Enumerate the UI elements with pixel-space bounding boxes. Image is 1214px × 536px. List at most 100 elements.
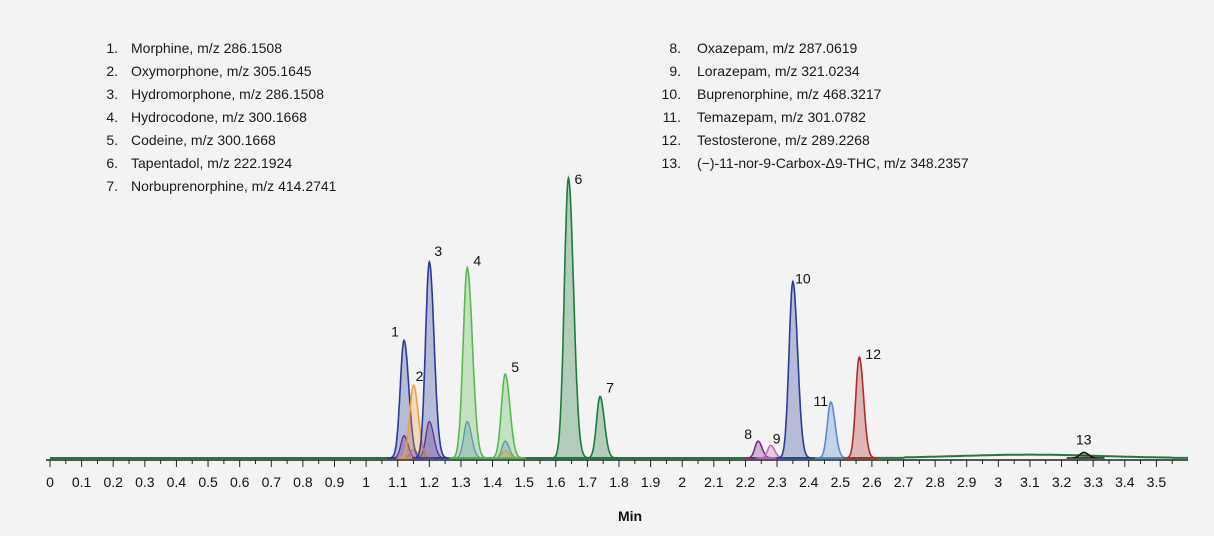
- legend-entry-label: Lorazepam, m/z 321.0234: [697, 63, 860, 79]
- x-tick-label: 0.6: [230, 474, 250, 490]
- x-tick-label: 3.2: [1052, 474, 1072, 490]
- legend-entry: 7. Norbuprenorphine, m/z 414.2741: [106, 178, 336, 194]
- peak-4: [448, 265, 490, 459]
- x-tick-label: 1.4: [483, 474, 503, 490]
- peak-5: [488, 372, 527, 459]
- legend-entry-number: 1.: [106, 40, 118, 56]
- x-tick-label: 0.3: [135, 474, 155, 490]
- legend-entry-number: 9.: [669, 63, 681, 79]
- x-tick-label: 3.4: [1115, 474, 1135, 490]
- x-axis: 0 0.1 0.2 0.3 0.4 0.5 0.6 0.7 0.8 0.9 1 1.1 1.2 1.3 1.…: [46, 459, 1188, 490]
- peak-label: 8: [744, 426, 752, 442]
- legend-entry-number: 3.: [106, 86, 118, 102]
- peak-label: 11: [814, 393, 829, 409]
- x-tick-label: 3.1: [1020, 474, 1040, 490]
- legend-entry-number: 10.: [662, 86, 681, 102]
- legend-entry: 10. Buprenorphine, m/z 468.3217: [662, 86, 882, 102]
- peak-7: [584, 395, 620, 459]
- x-tick-label: 2.8: [925, 474, 945, 490]
- legend-entry-number: 4.: [106, 109, 118, 125]
- x-tick-label: 1.2: [420, 474, 440, 490]
- legend-entry-label: Oxymorphone, m/z 305.1645: [131, 63, 312, 79]
- x-tick-label: 2.3: [767, 474, 787, 490]
- peak-label: 3: [434, 243, 442, 259]
- x-tick-label: 2.5: [831, 474, 851, 490]
- legend-entry-number: 7.: [106, 178, 118, 194]
- x-tick-label: 2.7: [894, 474, 914, 490]
- peak-1: [387, 338, 425, 459]
- peak-13: [1066, 451, 1105, 459]
- x-tick-label: 3.3: [1083, 474, 1103, 490]
- legend-entry-number: 5.: [106, 132, 118, 148]
- x-tick-label: 2.6: [862, 474, 882, 490]
- x-tick-label: 1.5: [514, 474, 534, 490]
- x-tick-label: 0.7: [262, 474, 282, 490]
- x-tick-label: 1.7: [578, 474, 598, 490]
- legend-entry: 1. Morphine, m/z 286.1508: [106, 40, 282, 56]
- legend-entry: 4. Hydrocodone, m/z 300.1668: [106, 109, 307, 125]
- peak-12: [843, 355, 879, 459]
- x-tick-label: 1.8: [609, 474, 629, 490]
- legend-entry: 3. Hydromorphone, m/z 286.1508: [106, 86, 324, 102]
- legend-entry-label: Hydrocodone, m/z 300.1668: [131, 109, 307, 125]
- x-tick-label: 0.1: [72, 474, 92, 490]
- legend-entry: 9. Lorazepam, m/z 321.0234: [669, 63, 860, 79]
- legend-entry-label: Tapentadol, m/z 222.1924: [131, 155, 292, 171]
- legend-entry-label: Hydromorphone, m/z 286.1508: [131, 86, 324, 102]
- x-tick-label: 0.4: [167, 474, 187, 490]
- x-tick-label: 3.5: [1147, 474, 1167, 490]
- legend-entry-number: 2.: [106, 63, 118, 79]
- legend-entry: 8. Oxazepam, m/z 287.0619: [669, 40, 857, 56]
- legend-entry: 13. (−)-11-nor-9-Carbox-Δ9-THC, m/z 348.2…: [662, 155, 969, 171]
- x-tick-label: 1.9: [641, 474, 661, 490]
- x-tick-label: 2.9: [957, 474, 977, 490]
- x-tick-label: 1.1: [388, 474, 408, 490]
- legend-entry-label: Norbuprenorphine, m/z 414.2741: [131, 178, 337, 194]
- x-tick-label: 0.9: [325, 474, 345, 490]
- legend-entry: 2. Oxymorphone, m/z 305.1645: [106, 63, 311, 79]
- x-tick-label: 2.2: [736, 474, 756, 490]
- legend-entry-label: Codeine, m/z 300.1668: [131, 132, 276, 148]
- legend-entry: 6. Tapentadol, m/z 222.1924: [106, 155, 292, 171]
- x-tick-label: 1.6: [546, 474, 566, 490]
- legend-entry: 12. Testosterone, m/z 289.2268: [662, 132, 870, 148]
- x-tick-label: 2.1: [704, 474, 724, 490]
- legend-entry-label: (−)-11-nor-9-Carbox-Δ9-THC, m/z 348.2357: [697, 155, 969, 171]
- peak-label: 5: [511, 359, 519, 375]
- legend-entry-number: 6.: [106, 155, 118, 171]
- x-tick-label: 2: [678, 474, 686, 490]
- legend-entry-label: Morphine, m/z 286.1508: [131, 40, 282, 56]
- x-axis-label: Min: [618, 508, 642, 524]
- legend-entry-number: 12.: [662, 132, 681, 148]
- peak-label: 9: [773, 430, 781, 446]
- legend-entry-label: Testosterone, m/z 289.2268: [697, 132, 870, 148]
- peak-label: 2: [416, 368, 424, 384]
- x-tick-label: 0.5: [198, 474, 218, 490]
- peak-3: [412, 259, 451, 459]
- x-tick-label: 1: [362, 474, 370, 490]
- legend-entry: 11. Temazepam, m/z 301.0782: [663, 109, 867, 125]
- legend-entry-number: 11.: [663, 109, 681, 125]
- x-tick-label: 2.4: [799, 474, 819, 490]
- peak-label: 4: [473, 253, 481, 269]
- legend-entry: 5. Codeine, m/z 300.1668: [106, 132, 276, 148]
- x-tick-label: 1.3: [451, 474, 471, 490]
- legend-entry-label: Oxazepam, m/z 287.0619: [697, 40, 858, 56]
- x-tick-label: 0.2: [103, 474, 123, 490]
- peak-label: 6: [575, 171, 583, 187]
- peak-label: 1: [391, 323, 399, 339]
- legend-entry-label: Buprenorphine, m/z 468.3217: [697, 86, 882, 102]
- x-tick-label: 0.8: [293, 474, 313, 490]
- legend-entry-number: 8.: [669, 40, 681, 56]
- legend-entry-number: 13.: [662, 155, 681, 171]
- peak-label: 13: [1076, 431, 1092, 447]
- x-tick-label: 0: [46, 474, 54, 490]
- peak-label: 12: [865, 346, 881, 362]
- x-tick-label: 3: [994, 474, 1002, 490]
- peak-10: [775, 279, 814, 459]
- legend-entry-label: Temazepam, m/z 301.0782: [697, 109, 866, 125]
- peak-label: 10: [795, 271, 811, 287]
